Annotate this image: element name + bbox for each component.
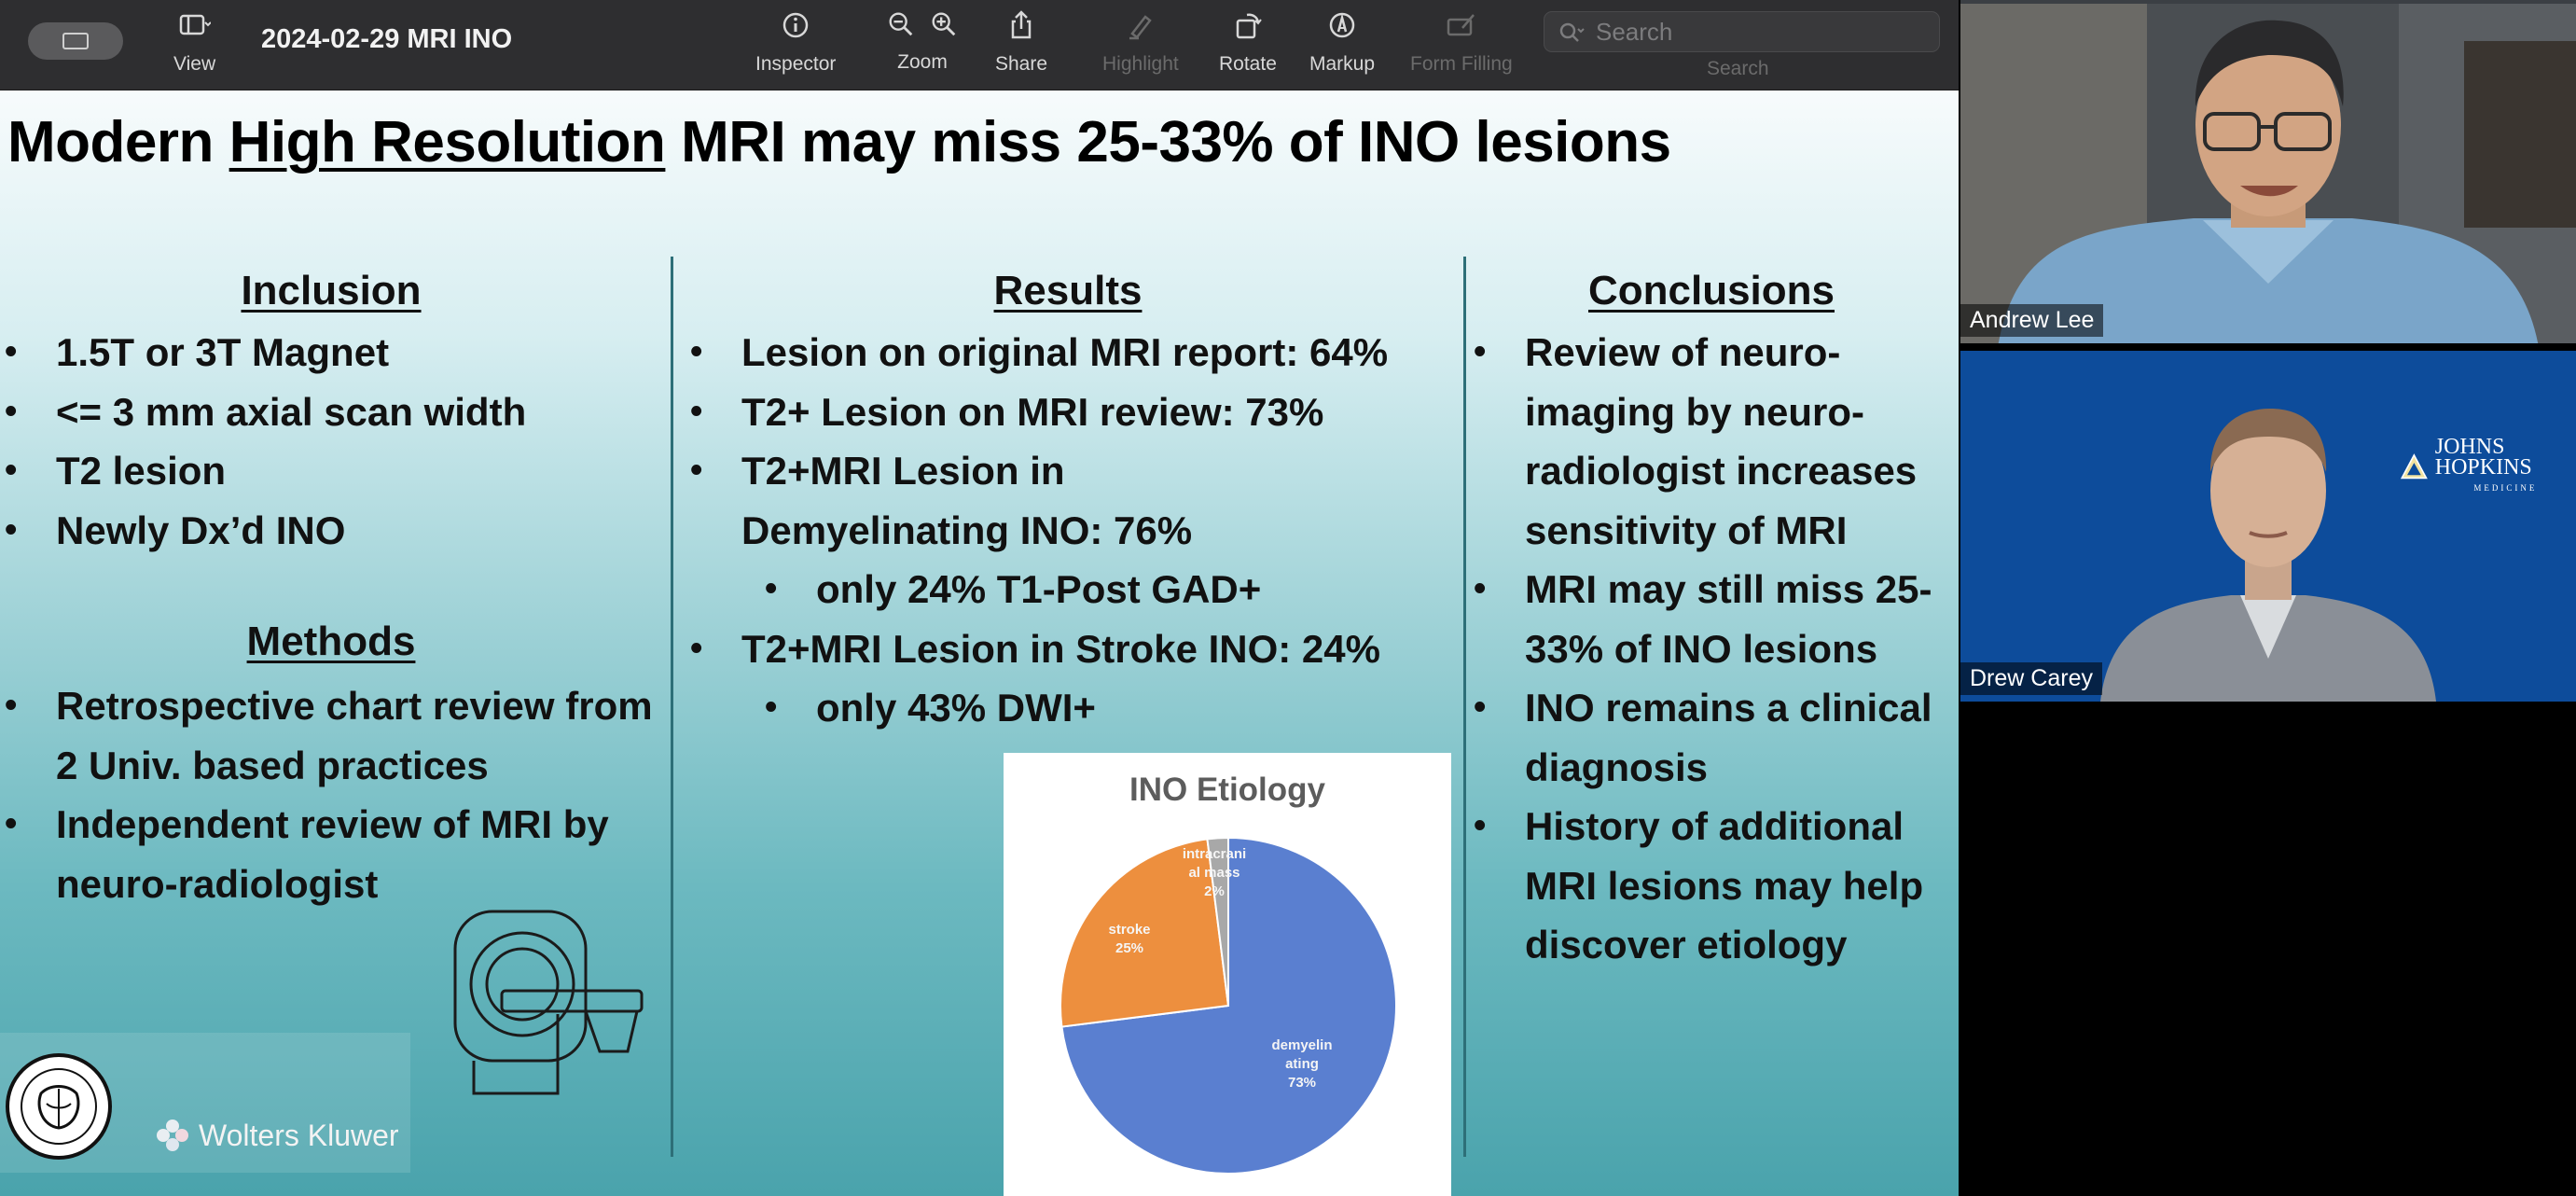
list-subitem: only 24% T1-Post GAD+ [686, 560, 1460, 619]
pie-slice-label: stroke 25% [1108, 922, 1150, 956]
search-icon [1559, 22, 1585, 42]
document-title: 2024-02-29 MRI INO [261, 24, 513, 54]
zoom-button[interactable]: Zoom [886, 9, 959, 74]
share-icon [1011, 10, 1032, 39]
list-item: Newly Dx’d INO [0, 501, 653, 561]
search-label: Search [1707, 58, 1769, 79]
inclusion-heading: Inclusion [241, 268, 422, 313]
johns-hopkins-sub: MEDICINE [2473, 483, 2538, 493]
participant-name-tag: Andrew Lee [1960, 304, 2104, 337]
list-item: MRI may still miss 25-33% of INO lesions [1469, 560, 1959, 678]
highlight-button[interactable]: Highlight [1102, 9, 1179, 76]
list-item: T2+ Lesion on MRI review: 73% [686, 382, 1460, 442]
search-placeholder: Search [1596, 18, 1673, 46]
list-subitem: only 43% DWI+ [686, 678, 1460, 738]
pie-slice-label: demyelin ating 73% [1271, 1037, 1332, 1091]
sidebar-icon [62, 33, 89, 49]
methods-list: Retrospective chart review from 2 Univ. … [0, 676, 653, 913]
form-filling-label: Form Filling [1410, 53, 1513, 75]
slide-title: Modern High Resolution MRI may miss 25-3… [7, 109, 1671, 175]
pie-chart: demyelin ating 73% stroke 25% intracrani al ma… [1059, 836, 1397, 1175]
methods-heading: Methods [246, 619, 416, 664]
form-filling-icon [1447, 14, 1475, 36]
drew-carey-video [1960, 351, 2576, 702]
slide-title-suffix: MRI may miss 25-33% of INO lesions [665, 110, 1671, 174]
johns-hopkins-name: JOHNS HOPKINS [2434, 435, 2532, 480]
wolters-kluwer-text: Wolters Kluwer [199, 1118, 399, 1152]
johns-hopkins-wordmark: JOHNS HOPKINS MEDICINE [2434, 435, 2576, 498]
markup-button[interactable]: Markup [1309, 9, 1375, 76]
list-item: T2 lesion [0, 441, 653, 501]
results-heading: Results [993, 268, 1143, 313]
column-divider-right [1463, 257, 1466, 1157]
info-icon [782, 12, 809, 38]
inspector-button[interactable]: Inspector [755, 9, 836, 76]
sidebar-toggle-button[interactable] [28, 22, 123, 60]
markup-label: Markup [1309, 53, 1376, 75]
mri-scanner-icon [453, 910, 644, 1095]
list-item: INO remains a clinical diagnosis [1469, 678, 1959, 797]
slide-title-prefix: Modern [7, 110, 229, 174]
conclusions-heading: Conclusions [1587, 268, 1835, 313]
wolters-kluwer-flower-icon [157, 1120, 188, 1151]
highlighter-icon [1129, 15, 1152, 40]
share-button[interactable]: Share [995, 9, 1047, 76]
markup-pen-icon [1329, 12, 1355, 38]
list-item: T2+MRI Lesion in Demyelinating INO: 76% [686, 441, 1460, 560]
presentation-slide: Modern High Resolution MRI may miss 25-3… [0, 90, 1959, 1196]
rotate-label: Rotate [1219, 53, 1277, 75]
list-item: <= 3 mm axial scan width [0, 382, 653, 442]
column-divider-left [671, 257, 673, 1157]
inspector-label: Inspector [755, 53, 837, 75]
zoom-label: Zoom [897, 51, 948, 73]
conclusions-list: Review of neuro-imaging by neuro-radiolo… [1469, 323, 1959, 975]
rotate-button[interactable]: Rotate [1219, 9, 1277, 76]
johns-hopkins-logo: JOHNS HOPKINS MEDICINE [2399, 435, 2576, 498]
view-sidebar-icon [179, 14, 211, 35]
inclusion-list: 1.5T or 3T Magnet <= 3 mm axial scan wid… [0, 323, 653, 560]
society-seal-logo [6, 1053, 112, 1160]
slide-title-emphasis: High Resolution [229, 110, 666, 174]
view-button[interactable]: View [173, 9, 215, 76]
participant-tile-andrew-lee[interactable]: Andrew Lee [1960, 0, 2576, 343]
view-label: View [173, 53, 216, 75]
list-item: Review of neuro-imaging by neuro-radiolo… [1469, 323, 1959, 560]
form-filling-button[interactable]: Form Filling [1410, 9, 1513, 76]
pie-slice [1059, 838, 1230, 1028]
list-item: History of additional MRI lesions may he… [1469, 797, 1959, 975]
preview-toolbar: View 2024-02-29 MRI INO Inspector Zoom S… [0, 0, 1959, 90]
pie-slice-label: intracrani al mass 2% [1183, 846, 1246, 899]
zoom-in-icon [932, 12, 956, 36]
list-item: Retrospective chart review from 2 Univ. … [0, 676, 653, 795]
list-item: Independent review of MRI by neuro-radio… [0, 795, 653, 913]
list-item: Lesion on original MRI report: 64% [686, 323, 1460, 382]
pie-slice [1206, 836, 1229, 1007]
share-label: Share [995, 53, 1048, 75]
results-list: Lesion on original MRI report: 64% T2+ L… [686, 323, 1460, 738]
search-input[interactable]: Search [1544, 11, 1940, 52]
wolters-kluwer-logo: Wolters Kluwer [154, 1117, 399, 1154]
rotate-icon [1236, 13, 1262, 39]
participant-tile-drew-carey[interactable]: JOHNS HOPKINS MEDICINE Drew Carey [1960, 351, 2576, 702]
johns-hopkins-shield-icon [2400, 453, 2428, 480]
list-item: T2+MRI Lesion in Stroke INO: 24% [686, 619, 1460, 679]
andrew-lee-video [1960, 4, 2576, 343]
etiology-chart: demyelin ating 73% stroke 25% intracrani al ma… [1004, 753, 1451, 1196]
list-item: 1.5T or 3T Magnet [0, 323, 653, 382]
highlight-label: Highlight [1102, 53, 1179, 75]
zoom-out-icon [889, 12, 913, 36]
participant-name-tag: Drew Carey [1960, 662, 2102, 695]
chart-title: INO Etiology [1129, 772, 1325, 808]
